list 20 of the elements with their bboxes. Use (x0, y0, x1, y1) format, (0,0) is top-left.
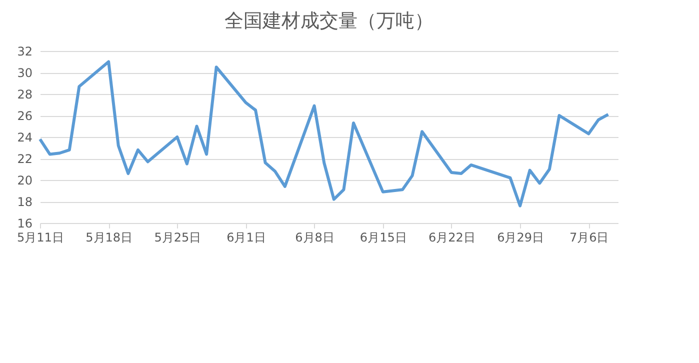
x-tick-label: 5月11日 (17, 230, 64, 244)
y-tick-label: 28 (17, 88, 32, 102)
x-tick-label: 6月1日 (226, 230, 266, 244)
chart-title: 全国建材成交量（万吨） (224, 10, 434, 32)
y-tick-label: 32 (17, 44, 32, 58)
x-tick-label: 6月8日 (295, 230, 334, 244)
x-tick-label: 5月25日 (154, 230, 202, 244)
y-tick-label: 18 (17, 195, 32, 209)
y-tick-label: 20 (17, 174, 32, 188)
x-tick-label: 6月15日 (360, 230, 407, 244)
x-tick-label: 7月6日 (569, 230, 609, 244)
x-tick-label: 6月22日 (428, 230, 476, 244)
x-tick-label: 6月29日 (497, 230, 544, 244)
line-series (38, 60, 610, 208)
y-tick-label: 30 (17, 66, 32, 80)
y-tick-label: 22 (17, 152, 32, 166)
x-tick-label: 5月18日 (86, 230, 133, 244)
y-tick-label: 24 (17, 130, 32, 144)
y-tick-label: 26 (17, 109, 32, 123)
y-tick-label: 16 (17, 216, 32, 230)
